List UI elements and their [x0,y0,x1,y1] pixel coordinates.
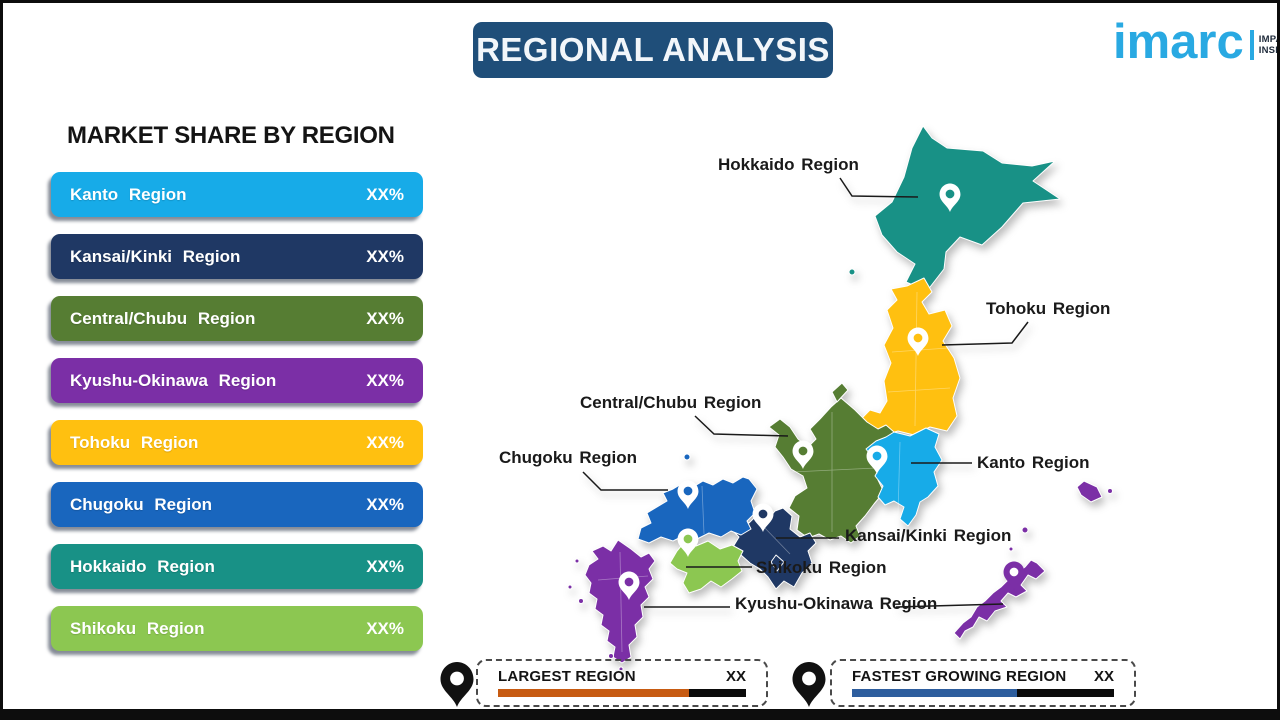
fastest-growing-value: XX [1093,668,1114,685]
bar-value: XX% [366,246,404,266]
fastest-growing-pin-icon [792,662,826,707]
pin-kanto-icon [866,445,888,474]
bar-label: Kansai/Kinki Region [70,246,241,266]
map-region-tohoku [860,277,961,436]
bottom-black-strip [0,709,1280,720]
logo-tagline: IMPACTFUL INSIGHTS [1259,34,1280,56]
bar-value: XX% [366,308,404,328]
map-region-kanto [865,427,943,527]
map-island-oki [683,453,691,461]
callout-lines [582,177,1029,608]
map-island [848,268,856,276]
bar-value: XX% [366,494,404,514]
map-label-hokkaido: Hokkaido Region [718,155,859,174]
logo-tagline-line1: IMPACTFUL [1258,34,1280,45]
map-label-kyushu-okinawa: Kyushu-Okinawa Region [735,594,938,613]
bar-label: Tohoku Region [70,432,199,452]
japan-map-svg [567,125,1113,670]
fastest-growing-label: FASTEST GROWING REGION [852,668,1067,685]
pin-kyushu-icon [618,571,640,600]
bar-label: Shikoku Region [70,618,205,638]
bar-shikoku: Shikoku Region XX% [51,606,423,651]
bar-central-chubu: Central/Chubu Region XX% [51,296,423,341]
largest-region-value: XX [725,668,746,685]
map-label-shikoku: Shikoku Region [756,558,887,577]
largest-region-bar [498,689,746,697]
largest-region-legend: LARGEST REGION XX [476,659,768,707]
japan-map: Hokkaido Region Tohoku Region Central/Ch… [480,110,1160,670]
bar-label: Hokkaido Region [70,556,215,576]
market-share-heading: MARKET SHARE BY REGION [67,122,395,149]
logo-tagline-line2: INSIGHTS [1258,45,1280,56]
map-label-central-chubu: Central/Chubu Region [580,393,762,412]
bar-value: XX% [366,370,404,390]
bar-label: Kyushu-Okinawa Region [70,370,277,390]
map-island-sado [831,382,849,403]
pin-kansai-icon [752,503,774,532]
bar-value: XX% [366,556,404,576]
map-islets-kyushu [567,558,624,670]
bar-value: XX% [366,618,404,638]
title-banner: REGIONAL ANALYSIS [473,22,833,78]
pin-chugoku-icon [677,480,699,509]
map-region-chugoku [637,476,758,544]
largest-region-pin-icon [440,662,474,707]
bar-kansai-kinki: Kansai/Kinki Region XX% [51,234,423,279]
map-label-tohoku: Tohoku Region [986,299,1111,318]
bar-chugoku: Chugoku Region XX% [51,482,423,527]
imarc-logo-text: imarc [1113,15,1244,69]
bar-kanto: Kanto Region XX% [51,172,423,217]
bar-hokkaido: Hokkaido Region XX% [51,544,423,589]
fastest-growing-legend: FASTEST GROWING REGION XX [830,659,1136,707]
bar-tohoku: Tohoku Region XX% [51,420,423,465]
map-region-hokkaido [874,125,1061,292]
page-title: REGIONAL ANALYSIS [476,31,830,68]
bar-value: XX% [366,432,404,452]
map-label-chugoku: Chugoku Region [499,448,637,467]
map-label-kansai-kinki: Kansai/Kinki Region [845,526,1012,545]
map-pins [618,183,1025,600]
map-islands-okinawa [953,480,1113,640]
imarc-logo: imarc IMPACTFUL INSIGHTS [1113,15,1280,69]
bar-label: Kanto Region [70,184,187,204]
map-region-kansai [730,507,817,590]
pin-tohoku-icon [907,327,929,356]
pin-okinawa-icon [1003,561,1025,590]
pin-shikoku-icon [677,528,699,557]
pin-chubu-icon [792,440,814,469]
bar-value: XX% [366,184,404,204]
logo-divider [1249,30,1254,60]
bar-kyushu-okinawa: Kyushu-Okinawa Region XX% [51,358,423,403]
bar-label: Central/Chubu Region [70,308,256,328]
bar-label: Chugoku Region [70,494,212,514]
market-share-bar-list: Kanto Region XX% Kansai/Kinki Region XX%… [51,172,423,668]
map-label-kanto: Kanto Region [977,453,1090,472]
largest-region-label: LARGEST REGION [498,668,636,685]
pin-hokkaido-icon [939,183,961,212]
fastest-growing-bar [852,689,1114,697]
map-island-awaji [770,554,785,572]
